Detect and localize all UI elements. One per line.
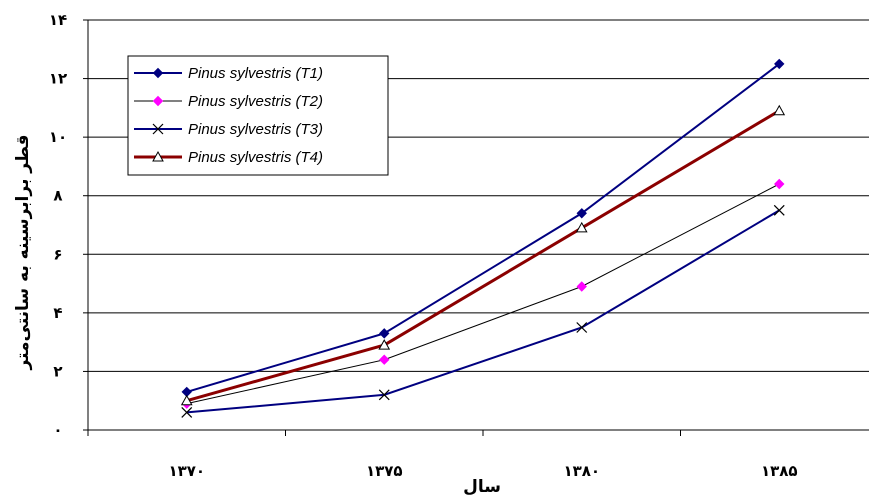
y-tick-label: ۸: [53, 187, 62, 205]
data-point: [378, 339, 391, 350]
data-point: [379, 328, 390, 339]
series-line: [186, 183, 780, 405]
x-axis-title: سال: [463, 477, 501, 495]
x-axis-ticks: ۱۳۷۰ ۱۳۷۵ ۱۳۸۰ ۱۳۸۵: [87, 430, 798, 480]
data-point: [181, 407, 193, 418]
x-tick-label: ۱۳۷۵: [366, 462, 403, 480]
data-point: [379, 354, 390, 365]
data-point: [152, 123, 164, 135]
legend-item: Pinus sylvestris (T3): [134, 121, 323, 138]
series-line: [186, 209, 780, 414]
legend-item: Pinus sylvestris (T2): [134, 93, 323, 110]
y-tick-label: ۴: [53, 304, 62, 322]
x-tick-label: ۱۳۸۰: [563, 462, 600, 480]
series-4: [180, 104, 786, 406]
data-point: [773, 204, 785, 216]
series-3: [181, 204, 785, 418]
legend-label: Pinus sylvestris (T3): [188, 121, 323, 138]
y-tick-label: ۶: [53, 245, 62, 263]
legend-item: Pinus sylvestris (T4): [134, 149, 323, 166]
data-point: [152, 150, 164, 162]
data-point: [180, 394, 193, 406]
series-line: [186, 109, 781, 403]
data-point: [378, 389, 390, 401]
data-point: [773, 104, 786, 116]
legend-box: [127, 55, 389, 176]
y-tick-label: ۱۰: [49, 128, 67, 146]
data-point: [152, 95, 164, 107]
data-point: [774, 178, 785, 190]
data-point: [152, 67, 164, 79]
legend-label: Pinus sylvestris (T1): [188, 65, 323, 82]
y-axis-title: قطر برابرسینه به سانتی‌متر: [13, 134, 33, 370]
y-tick-label: ۲: [53, 362, 62, 380]
legend-label: Pinus sylvestris (T2): [188, 93, 323, 110]
data-point: [576, 281, 587, 292]
data-point: [774, 58, 785, 70]
series-1: [181, 58, 785, 398]
data-point: [576, 208, 587, 219]
series-line: [186, 63, 780, 393]
y-tick-label: ۱۴: [49, 11, 67, 29]
legend: Pinus sylvestris (T1) Pinus sylvestris (T…: [127, 55, 389, 176]
x-tick-label: ۱۳۸۵: [761, 462, 798, 480]
y-tick-label: ۱۲: [49, 70, 67, 88]
series-2: [181, 178, 785, 409]
y-tick-label: ۰: [53, 421, 62, 439]
y-axis-ticks: ۰ ۲ ۴ ۶ ۸ ۱۰ ۱۲ ۱۴: [49, 11, 88, 439]
data-point: [576, 322, 588, 333]
x-tick-label: ۱۳۷۰: [168, 462, 205, 480]
series-group: [180, 58, 786, 418]
legend-item: Pinus sylvestris (T1): [134, 65, 323, 82]
legend-label: Pinus sylvestris (T4): [188, 149, 323, 166]
data-point: [575, 221, 588, 233]
